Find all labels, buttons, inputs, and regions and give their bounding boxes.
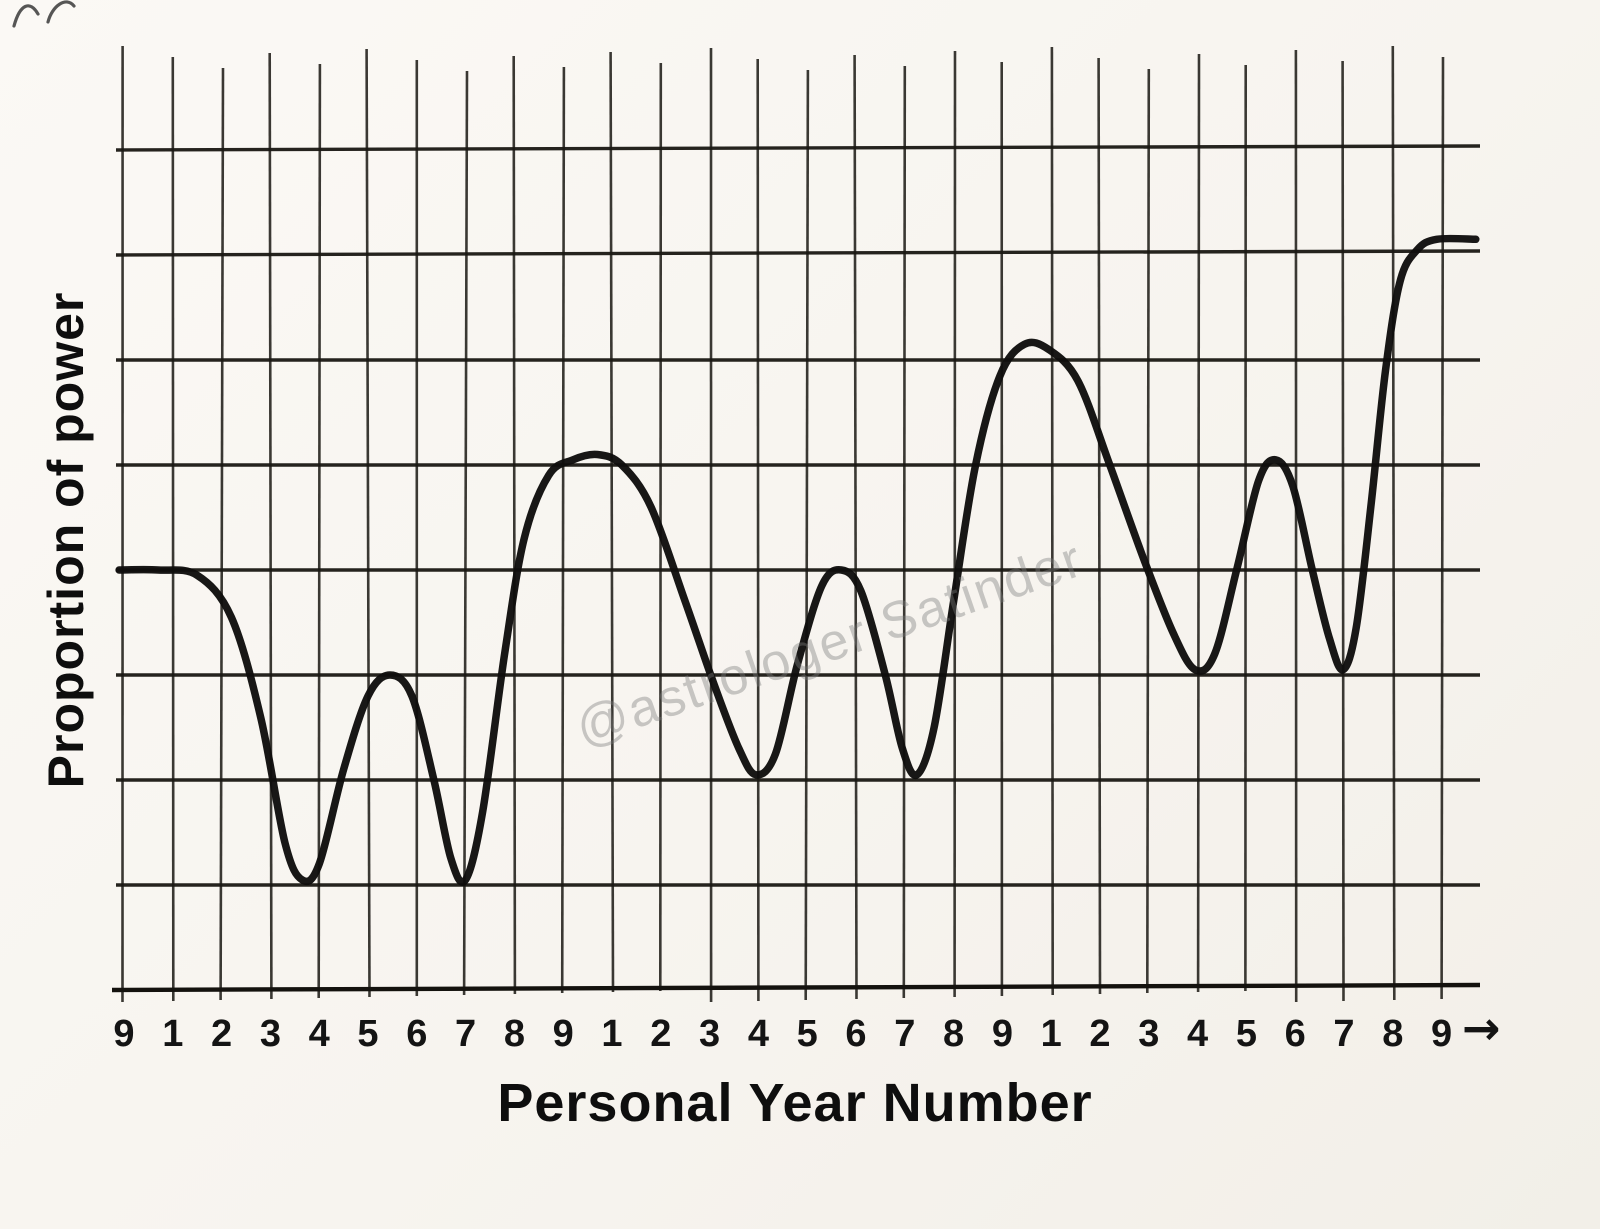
grid-vline [462, 70, 469, 996]
x-tick-label: 4 [309, 1013, 330, 1055]
x-tick-label: 1 [1041, 1013, 1062, 1055]
handwriting-mark-icon [12, 0, 76, 28]
grid-vline [902, 65, 907, 999]
x-tick-label: 2 [1089, 1013, 1110, 1055]
x-axis-line [111, 982, 1481, 993]
x-tick-label: 3 [1138, 1013, 1159, 1055]
grid-vline [1341, 60, 1345, 1002]
grid-vline [804, 69, 810, 1001]
grid-vline [1440, 56, 1445, 1000]
grid-vline [1097, 57, 1102, 995]
grid-vline [560, 66, 566, 994]
grid-hline [115, 249, 1481, 257]
x-tick-label: 5 [797, 1013, 818, 1055]
x-tick-label: 6 [845, 1013, 866, 1055]
x-tick-label: 2 [650, 1013, 671, 1055]
x-tick-label: 1 [162, 1013, 183, 1055]
curve-layer [115, 234, 1480, 886]
grid-vline [512, 55, 517, 995]
x-tick-label: 9 [992, 1013, 1013, 1055]
x-axis-arrow-icon: → [1462, 1001, 1501, 1055]
grid-vline [853, 54, 858, 1000]
grid-vline [1196, 53, 1201, 993]
x-tick-label: 4 [748, 1013, 769, 1055]
grid-hline [115, 144, 1481, 152]
grid-vline [219, 67, 225, 1001]
grid-vline [609, 51, 615, 993]
x-tick-label: 4 [1187, 1013, 1208, 1055]
power-curve [115, 234, 1480, 886]
x-tick-label: 7 [1333, 1013, 1354, 1055]
grid-vline [365, 48, 371, 998]
x-tick-label: 8 [504, 1013, 525, 1055]
grid-vline [756, 58, 760, 1002]
x-tick-label: 9 [113, 1013, 134, 1055]
x-tick-label: 6 [406, 1013, 427, 1055]
x-tick-label: 7 [894, 1013, 915, 1055]
x-tick-label: 3 [260, 1013, 281, 1055]
grid-vline [171, 56, 175, 1002]
grid-vline [317, 63, 322, 999]
grid-vline [268, 52, 273, 1000]
y-axis-title: Proportion of power [38, 291, 94, 789]
x-axis-title: Personal Year Number [497, 1073, 1093, 1133]
x-tick-label: 5 [357, 1013, 378, 1055]
x-tick-label: 2 [211, 1013, 232, 1055]
x-tick-label: 9 [553, 1013, 574, 1055]
grid-vline [1391, 45, 1396, 1001]
x-tick-label: 7 [455, 1013, 476, 1055]
grid-vline [1050, 46, 1054, 996]
x-tick-label: 6 [1285, 1013, 1306, 1055]
x-tick-label: 1 [601, 1013, 622, 1055]
x-tick-label: 8 [943, 1013, 964, 1055]
x-tick-label: 9 [1431, 1013, 1452, 1055]
grid-vline [1146, 68, 1151, 994]
watermark-text: @astrologer Satinder [568, 530, 1090, 758]
x-tick-label: 3 [699, 1013, 720, 1055]
x-tick-label: 8 [1382, 1013, 1403, 1055]
x-tick-label: 5 [1236, 1013, 1257, 1055]
